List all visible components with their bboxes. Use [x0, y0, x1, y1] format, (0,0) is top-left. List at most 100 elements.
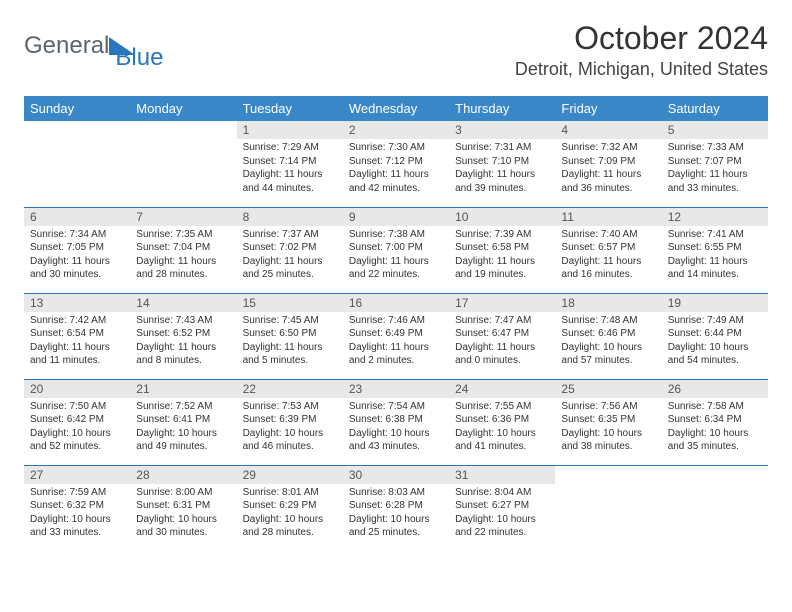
day-number: 6	[24, 208, 130, 226]
calendar-row: 20Sunrise: 7:50 AMSunset: 6:42 PMDayligh…	[24, 379, 768, 465]
calendar-cell: 17Sunrise: 7:47 AMSunset: 6:47 PMDayligh…	[449, 293, 555, 379]
calendar-cell	[24, 121, 130, 207]
sunrise-text: Sunrise: 7:39 AM	[455, 228, 549, 242]
calendar-cell: 26Sunrise: 7:58 AMSunset: 6:34 PMDayligh…	[662, 379, 768, 465]
day-number: 26	[662, 380, 768, 398]
daylight-text: Daylight: 10 hours and 52 minutes.	[30, 427, 124, 454]
sunrise-text: Sunrise: 7:48 AM	[561, 314, 655, 328]
sunrise-text: Sunrise: 7:46 AM	[349, 314, 443, 328]
day-number: 31	[449, 466, 555, 484]
calendar-cell: 2Sunrise: 7:30 AMSunset: 7:12 PMDaylight…	[343, 121, 449, 207]
sunrise-text: Sunrise: 7:53 AM	[243, 400, 337, 414]
daylight-text: Daylight: 10 hours and 35 minutes.	[668, 427, 762, 454]
day-number: 8	[237, 208, 343, 226]
sunrise-text: Sunrise: 7:59 AM	[30, 486, 124, 500]
day-content: Sunrise: 7:37 AMSunset: 7:02 PMDaylight:…	[237, 226, 343, 286]
day-number: 15	[237, 294, 343, 312]
calendar-cell: 10Sunrise: 7:39 AMSunset: 6:58 PMDayligh…	[449, 207, 555, 293]
daylight-text: Daylight: 10 hours and 38 minutes.	[561, 427, 655, 454]
dayheader-wed: Wednesday	[343, 96, 449, 121]
day-content: Sunrise: 8:03 AMSunset: 6:28 PMDaylight:…	[343, 484, 449, 544]
sunrise-text: Sunrise: 7:35 AM	[136, 228, 230, 242]
day-number: 16	[343, 294, 449, 312]
day-number: 24	[449, 380, 555, 398]
daylight-text: Daylight: 11 hours and 36 minutes.	[561, 168, 655, 195]
daylight-text: Daylight: 10 hours and 22 minutes.	[455, 513, 549, 540]
day-content: Sunrise: 7:58 AMSunset: 6:34 PMDaylight:…	[662, 398, 768, 458]
day-content: Sunrise: 7:45 AMSunset: 6:50 PMDaylight:…	[237, 312, 343, 372]
daylight-text: Daylight: 11 hours and 39 minutes.	[455, 168, 549, 195]
sunset-text: Sunset: 6:44 PM	[668, 327, 762, 341]
day-number: 28	[130, 466, 236, 484]
calendar-row: 1Sunrise: 7:29 AMSunset: 7:14 PMDaylight…	[24, 121, 768, 207]
day-number: 11	[555, 208, 661, 226]
day-number: 14	[130, 294, 236, 312]
day-number: 25	[555, 380, 661, 398]
day-content: Sunrise: 7:35 AMSunset: 7:04 PMDaylight:…	[130, 226, 236, 286]
daylight-text: Daylight: 11 hours and 8 minutes.	[136, 341, 230, 368]
sunset-text: Sunset: 7:07 PM	[668, 155, 762, 169]
sunset-text: Sunset: 7:04 PM	[136, 241, 230, 255]
day-number: 23	[343, 380, 449, 398]
sunrise-text: Sunrise: 7:49 AM	[668, 314, 762, 328]
day-number: 2	[343, 121, 449, 139]
day-content: Sunrise: 7:46 AMSunset: 6:49 PMDaylight:…	[343, 312, 449, 372]
dayheader-tue: Tuesday	[237, 96, 343, 121]
sunset-text: Sunset: 7:09 PM	[561, 155, 655, 169]
sunrise-text: Sunrise: 7:42 AM	[30, 314, 124, 328]
day-content: Sunrise: 7:55 AMSunset: 6:36 PMDaylight:…	[449, 398, 555, 458]
daylight-text: Daylight: 10 hours and 43 minutes.	[349, 427, 443, 454]
sunset-text: Sunset: 6:35 PM	[561, 413, 655, 427]
calendar-cell: 24Sunrise: 7:55 AMSunset: 6:36 PMDayligh…	[449, 379, 555, 465]
sunset-text: Sunset: 6:55 PM	[668, 241, 762, 255]
calendar-cell: 15Sunrise: 7:45 AMSunset: 6:50 PMDayligh…	[237, 293, 343, 379]
sunset-text: Sunset: 7:10 PM	[455, 155, 549, 169]
calendar-row: 6Sunrise: 7:34 AMSunset: 7:05 PMDaylight…	[24, 207, 768, 293]
sunrise-text: Sunrise: 7:29 AM	[243, 141, 337, 155]
calendar-cell: 18Sunrise: 7:48 AMSunset: 6:46 PMDayligh…	[555, 293, 661, 379]
sunset-text: Sunset: 6:49 PM	[349, 327, 443, 341]
sunset-text: Sunset: 6:27 PM	[455, 499, 549, 513]
daylight-text: Daylight: 10 hours and 25 minutes.	[349, 513, 443, 540]
sunrise-text: Sunrise: 7:41 AM	[668, 228, 762, 242]
calendar-row: 13Sunrise: 7:42 AMSunset: 6:54 PMDayligh…	[24, 293, 768, 379]
calendar-cell: 19Sunrise: 7:49 AMSunset: 6:44 PMDayligh…	[662, 293, 768, 379]
day-content: Sunrise: 7:56 AMSunset: 6:35 PMDaylight:…	[555, 398, 661, 458]
day-number: 29	[237, 466, 343, 484]
page-header: General Blue October 2024 Detroit, Michi…	[24, 20, 768, 80]
calendar-cell: 16Sunrise: 7:46 AMSunset: 6:49 PMDayligh…	[343, 293, 449, 379]
sunrise-text: Sunrise: 7:52 AM	[136, 400, 230, 414]
daylight-text: Daylight: 11 hours and 2 minutes.	[349, 341, 443, 368]
daylight-text: Daylight: 11 hours and 14 minutes.	[668, 255, 762, 282]
daylight-text: Daylight: 10 hours and 54 minutes.	[668, 341, 762, 368]
day-content: Sunrise: 8:04 AMSunset: 6:27 PMDaylight:…	[449, 484, 555, 544]
calendar-cell: 21Sunrise: 7:52 AMSunset: 6:41 PMDayligh…	[130, 379, 236, 465]
daylight-text: Daylight: 11 hours and 0 minutes.	[455, 341, 549, 368]
day-content: Sunrise: 7:29 AMSunset: 7:14 PMDaylight:…	[237, 139, 343, 199]
sunset-text: Sunset: 6:52 PM	[136, 327, 230, 341]
day-number: 1	[237, 121, 343, 139]
calendar-cell: 31Sunrise: 8:04 AMSunset: 6:27 PMDayligh…	[449, 465, 555, 551]
page-subtitle: Detroit, Michigan, United States	[515, 59, 768, 80]
day-content: Sunrise: 7:43 AMSunset: 6:52 PMDaylight:…	[130, 312, 236, 372]
calendar-cell: 14Sunrise: 7:43 AMSunset: 6:52 PMDayligh…	[130, 293, 236, 379]
sunrise-text: Sunrise: 7:37 AM	[243, 228, 337, 242]
calendar-cell: 1Sunrise: 7:29 AMSunset: 7:14 PMDaylight…	[237, 121, 343, 207]
sunset-text: Sunset: 6:28 PM	[349, 499, 443, 513]
day-number: 21	[130, 380, 236, 398]
day-content: Sunrise: 8:00 AMSunset: 6:31 PMDaylight:…	[130, 484, 236, 544]
daylight-text: Daylight: 10 hours and 46 minutes.	[243, 427, 337, 454]
daylight-text: Daylight: 11 hours and 16 minutes.	[561, 255, 655, 282]
day-number: 9	[343, 208, 449, 226]
day-number: 5	[662, 121, 768, 139]
daylight-text: Daylight: 10 hours and 57 minutes.	[561, 341, 655, 368]
dayheader-sun: Sunday	[24, 96, 130, 121]
sunset-text: Sunset: 6:50 PM	[243, 327, 337, 341]
sunset-text: Sunset: 6:58 PM	[455, 241, 549, 255]
daylight-text: Daylight: 10 hours and 28 minutes.	[243, 513, 337, 540]
sunrise-text: Sunrise: 7:38 AM	[349, 228, 443, 242]
day-content: Sunrise: 7:49 AMSunset: 6:44 PMDaylight:…	[662, 312, 768, 372]
day-content: Sunrise: 7:40 AMSunset: 6:57 PMDaylight:…	[555, 226, 661, 286]
day-content: Sunrise: 7:39 AMSunset: 6:58 PMDaylight:…	[449, 226, 555, 286]
day-number: 20	[24, 380, 130, 398]
